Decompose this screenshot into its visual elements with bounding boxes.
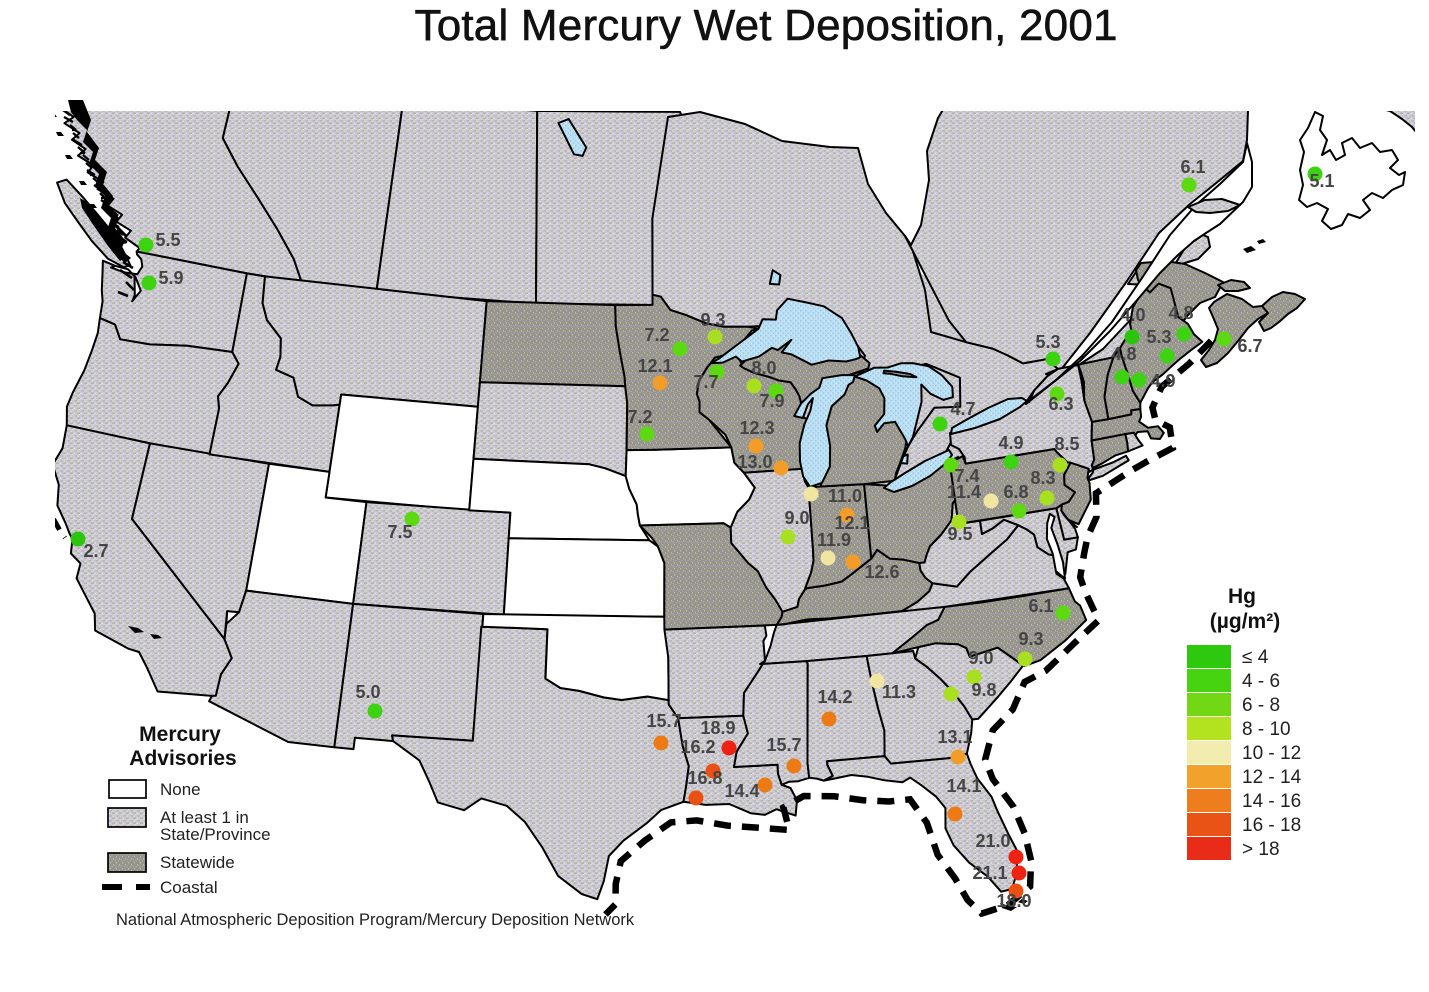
svg-text:5.9: 5.9	[158, 268, 183, 288]
svg-text:7.5: 7.5	[387, 522, 412, 542]
svg-text:2.7: 2.7	[83, 541, 108, 561]
svg-text:12.1: 12.1	[637, 356, 672, 376]
svg-text:Statewide: Statewide	[160, 853, 235, 872]
svg-text:12.3: 12.3	[739, 418, 774, 438]
svg-text:15.7: 15.7	[646, 711, 681, 731]
svg-text:At least 1 in: At least 1 in	[160, 808, 249, 827]
svg-text:8.0: 8.0	[751, 358, 776, 378]
svg-text:> 18: > 18	[1242, 839, 1280, 860]
svg-text:≤ 4: ≤ 4	[1242, 647, 1269, 668]
svg-text:7.4: 7.4	[954, 466, 979, 486]
svg-text:Mercury: Mercury	[139, 723, 221, 746]
svg-text:18.9: 18.9	[700, 718, 735, 738]
svg-text:14.2: 14.2	[817, 687, 852, 707]
svg-text:6 - 8: 6 - 8	[1242, 695, 1280, 716]
svg-text:Advisories: Advisories	[129, 747, 236, 770]
svg-text:14.4: 14.4	[724, 781, 759, 801]
svg-text:14 - 16: 14 - 16	[1242, 791, 1301, 812]
svg-text:12.6: 12.6	[864, 562, 899, 582]
svg-text:None: None	[160, 780, 201, 799]
svg-text:14.1: 14.1	[946, 776, 981, 796]
svg-text:(µg/m²): (µg/m²)	[1210, 610, 1280, 633]
svg-text:13.1: 13.1	[937, 727, 972, 747]
svg-text:9.0: 9.0	[784, 508, 809, 528]
svg-text:18.0: 18.0	[996, 891, 1031, 911]
svg-text:4 - 6: 4 - 6	[1242, 671, 1280, 692]
svg-text:6.7: 6.7	[1237, 336, 1262, 356]
svg-text:State/Province: State/Province	[160, 825, 271, 844]
svg-text:5.0: 5.0	[355, 682, 380, 702]
svg-text:6.1: 6.1	[1028, 596, 1053, 616]
svg-text:6.1: 6.1	[1180, 157, 1205, 177]
svg-text:5.3: 5.3	[1146, 327, 1171, 347]
svg-text:8.3: 8.3	[1030, 468, 1055, 488]
svg-text:9.8: 9.8	[971, 680, 996, 700]
svg-text:Hg: Hg	[1228, 585, 1256, 608]
svg-text:10 - 12: 10 - 12	[1242, 743, 1301, 764]
svg-text:15.7: 15.7	[766, 735, 801, 755]
svg-text:8.5: 8.5	[1054, 434, 1079, 454]
svg-text:9.3: 9.3	[1018, 629, 1043, 649]
svg-text:7.7: 7.7	[693, 372, 718, 392]
svg-text:7.2: 7.2	[627, 407, 652, 427]
svg-text:21.0: 21.0	[975, 831, 1010, 851]
svg-text:8 - 10: 8 - 10	[1242, 719, 1291, 740]
svg-text:16 - 18: 16 - 18	[1242, 815, 1301, 836]
svg-text:7.2: 7.2	[644, 325, 669, 345]
svg-text:4.7: 4.7	[950, 399, 975, 419]
svg-text:9.0: 9.0	[968, 648, 993, 668]
svg-text:National Atmospheric Depositio: National Atmospheric Deposition Program/…	[116, 911, 635, 929]
svg-text:Coastal: Coastal	[160, 878, 218, 897]
svg-text:4.8: 4.8	[1168, 303, 1193, 323]
svg-text:9.5: 9.5	[947, 524, 972, 544]
svg-text:11.4: 11.4	[947, 482, 981, 502]
svg-text:4.0: 4.0	[1120, 305, 1145, 325]
svg-text:5.3: 5.3	[1035, 332, 1060, 352]
svg-text:6.3: 6.3	[1048, 394, 1073, 414]
svg-text:13.0: 13.0	[737, 452, 772, 472]
svg-text:21.1: 21.1	[972, 863, 1007, 883]
svg-text:4.9: 4.9	[1150, 371, 1175, 391]
svg-text:Total Mercury Wet Deposition,: Total Mercury Wet Deposition, 2001	[415, 1, 1118, 50]
svg-text:12 - 14: 12 - 14	[1242, 767, 1302, 788]
svg-text:16.8: 16.8	[687, 768, 722, 788]
svg-text:11.3: 11.3	[882, 682, 916, 702]
svg-text:6.8: 6.8	[1003, 482, 1028, 502]
svg-text:5.5: 5.5	[155, 230, 180, 250]
svg-text:11.9: 11.9	[817, 530, 851, 550]
svg-text:12.1: 12.1	[834, 513, 869, 533]
svg-text:16.2: 16.2	[680, 737, 715, 757]
svg-text:7.9: 7.9	[759, 391, 784, 411]
svg-text:5.1: 5.1	[1309, 171, 1334, 191]
svg-text:9.3: 9.3	[700, 310, 725, 330]
svg-text:4.9: 4.9	[998, 433, 1023, 453]
svg-text:11.0: 11.0	[828, 486, 862, 506]
svg-text:4.8: 4.8	[1111, 344, 1136, 364]
